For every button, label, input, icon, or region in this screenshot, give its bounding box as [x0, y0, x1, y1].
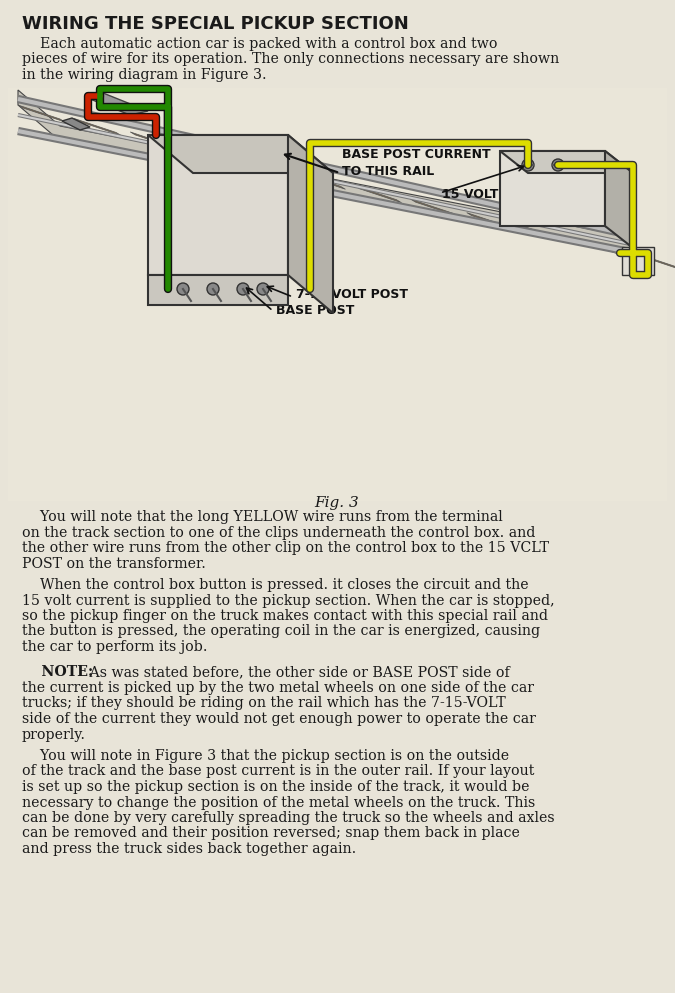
Text: the current is picked up by the two metal wheels on one side of the car: the current is picked up by the two meta… [22, 681, 534, 695]
Polygon shape [500, 151, 605, 226]
Circle shape [552, 159, 564, 171]
Polygon shape [85, 93, 148, 115]
Polygon shape [298, 172, 346, 190]
Text: As was stated before, the other side or BASE POST side of: As was stated before, the other side or … [85, 665, 510, 679]
Text: 7-15 VOLT POST: 7-15 VOLT POST [296, 289, 408, 302]
Polygon shape [635, 253, 675, 270]
Text: You will note in Figure 3 that the pickup section is on the outside: You will note in Figure 3 that the picku… [22, 749, 509, 763]
Text: BASE POST: BASE POST [276, 305, 354, 318]
Text: When the control box button is pressed. it closes the circuit and the: When the control box button is pressed. … [22, 578, 529, 592]
Circle shape [207, 283, 219, 295]
Polygon shape [466, 213, 514, 229]
Polygon shape [74, 118, 121, 135]
Text: You will note that the long YELLOW wire runs from the terminal: You will note that the long YELLOW wire … [22, 510, 503, 524]
Polygon shape [62, 118, 90, 130]
Text: can be done by very carefully spreading the truck so the wheels and axles: can be done by very carefully spreading … [22, 811, 555, 825]
Text: WIRING THE SPECIAL PICKUP SECTION: WIRING THE SPECIAL PICKUP SECTION [22, 15, 409, 33]
Polygon shape [148, 275, 288, 305]
Polygon shape [18, 105, 65, 122]
Text: BASE POST CURRENT
TO THIS RAIL: BASE POST CURRENT TO THIS RAIL [342, 148, 491, 178]
Polygon shape [579, 239, 626, 256]
Polygon shape [500, 151, 633, 173]
Text: trucks; if they should be riding on the rail which has the 7-15-VOLT: trucks; if they should be riding on the … [22, 696, 506, 711]
Text: on the track section to one of the clips underneath the control box. and: on the track section to one of the clips… [22, 525, 535, 539]
Polygon shape [186, 145, 234, 163]
Text: 15 VOLT POST: 15 VOLT POST [442, 189, 540, 202]
Text: Fig. 3: Fig. 3 [315, 496, 359, 510]
Text: can be removed and their position reversed; snap them back in place: can be removed and their position revers… [22, 826, 520, 840]
Text: necessary to change the position of the metal wheels on the truck. This: necessary to change the position of the … [22, 795, 535, 809]
Polygon shape [130, 132, 177, 149]
Polygon shape [410, 200, 458, 216]
Polygon shape [148, 135, 288, 275]
Text: in the wiring diagram in Figure 3.: in the wiring diagram in Figure 3. [22, 68, 267, 82]
Bar [8, 87, 667, 501]
Circle shape [237, 283, 249, 295]
Text: 15 volt current is supplied to the pickup section. When the car is stopped,: 15 volt current is supplied to the picku… [22, 594, 555, 608]
Text: so the pickup finger on the truck makes contact with this special rail and: so the pickup finger on the truck makes … [22, 609, 548, 623]
Text: pieces of wire for its operation. The only connections necessary are shown: pieces of wire for its operation. The on… [22, 53, 560, 67]
Polygon shape [605, 151, 633, 248]
Text: properly.: properly. [22, 728, 86, 742]
Polygon shape [523, 226, 570, 243]
Text: POST on the transformer.: POST on the transformer. [22, 556, 206, 571]
Text: and press the truck sides back together again.: and press the truck sides back together … [22, 842, 356, 856]
Circle shape [522, 159, 534, 171]
Circle shape [177, 283, 189, 295]
Circle shape [257, 283, 269, 295]
Text: the button is pressed, the operating coil in the car is energized, causing: the button is pressed, the operating coi… [22, 625, 540, 638]
Text: of the track and the base post current is in the outer rail. If your layout: of the track and the base post current i… [22, 765, 535, 779]
Text: is set up so the pickup section is on the inside of the track, it would be: is set up so the pickup section is on th… [22, 780, 529, 794]
Polygon shape [18, 90, 635, 253]
Text: NOTE:: NOTE: [22, 665, 93, 679]
Polygon shape [148, 135, 333, 173]
Bar [622, 247, 654, 275]
Text: the car to perform its job.: the car to perform its job. [22, 640, 207, 654]
Polygon shape [242, 159, 290, 176]
Polygon shape [354, 186, 402, 203]
Polygon shape [288, 135, 333, 313]
Text: the other wire runs from the other clip on the control box to the 15 VCLT: the other wire runs from the other clip … [22, 541, 549, 555]
Text: side of the current they would not get enough power to operate the car: side of the current they would not get e… [22, 712, 536, 726]
Text: Each automatic action car is packed with a control box and two: Each automatic action car is packed with… [22, 37, 497, 51]
